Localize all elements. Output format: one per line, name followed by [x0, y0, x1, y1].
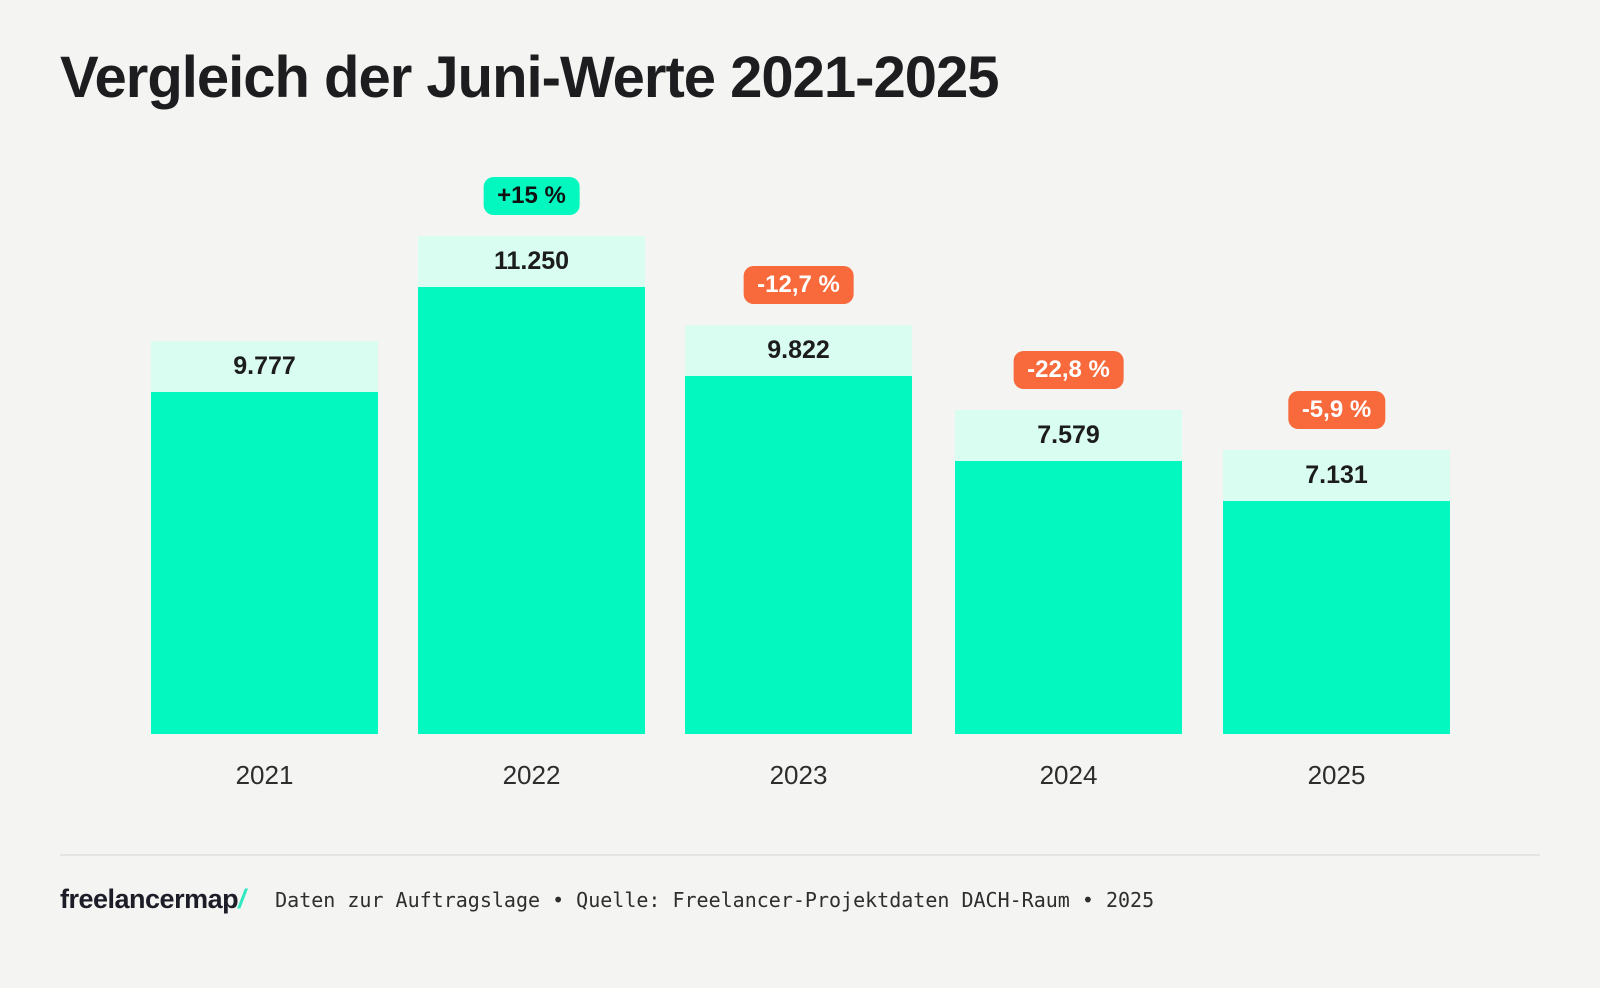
bar-chart: 9.777 2021 +15 % 11.250 2022 -12,7 % 9.822 2023…: [151, 177, 1450, 790]
logo-wordmark: freelancermap: [60, 884, 239, 914]
change-badge-2023: -12,7 %: [743, 266, 854, 304]
change-badge-2022: +15 %: [483, 177, 580, 215]
source-text: Daten zur Auftragslage • Quelle: Freelan…: [275, 887, 1155, 912]
year-label-2022: 2022: [502, 760, 561, 790]
footer: freelancermap/ Daten zur Auftragslage • …: [60, 884, 1154, 915]
bar-value-2025: 7.131: [1223, 450, 1450, 501]
bar-2022: [418, 287, 645, 734]
bar-2024: [955, 461, 1182, 734]
bar-2025: [1223, 501, 1450, 734]
logo-slash-icon: /: [238, 884, 246, 914]
change-badge-2024: -22,8 %: [1013, 351, 1124, 389]
bar-value-2021: 9.777: [151, 341, 378, 392]
bar-value-2023: 9.822: [685, 325, 912, 376]
change-badge-2025: -5,9 %: [1287, 391, 1386, 429]
bar-2021: [151, 392, 378, 734]
bar-2023: [685, 376, 912, 734]
page-title: Vergleich der Juni-Werte 2021-2025: [60, 45, 1000, 110]
freelancermap-logo: freelancermap/: [60, 884, 246, 915]
bar-value-2024: 7.579: [955, 410, 1182, 461]
year-label-2025: 2025: [1307, 760, 1366, 790]
bar-value-2022: 11.250: [418, 236, 645, 287]
footer-divider: [60, 854, 1540, 856]
year-label-2024: 2024: [1039, 760, 1098, 790]
year-label-2023: 2023: [769, 760, 828, 790]
year-label-2021: 2021: [235, 760, 294, 790]
